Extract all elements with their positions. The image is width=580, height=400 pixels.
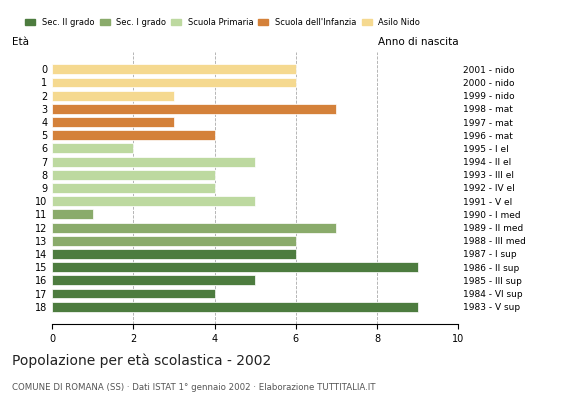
Bar [52,249,296,259]
Bar [52,210,93,219]
Text: Popolazione per età scolastica - 2002: Popolazione per età scolastica - 2002 [12,354,271,368]
Bar [52,262,418,272]
Bar [52,157,255,166]
Bar [52,236,296,246]
Bar [52,144,133,153]
Bar [52,275,255,285]
Bar [52,196,255,206]
Bar [52,117,174,127]
Bar [52,130,215,140]
Text: Età: Età [12,36,28,46]
Bar [52,223,336,232]
Legend: Sec. II grado, Sec. I grado, Scuola Primaria, Scuola dell'Infanzia, Asilo Nido: Sec. II grado, Sec. I grado, Scuola Prim… [26,18,420,27]
Bar [52,64,296,74]
Bar [52,91,174,101]
Bar [52,78,296,88]
Bar [52,183,215,193]
Bar [52,288,215,298]
Text: COMUNE DI ROMANA (SS) · Dati ISTAT 1° gennaio 2002 · Elaborazione TUTTITALIA.IT: COMUNE DI ROMANA (SS) · Dati ISTAT 1° ge… [12,383,375,392]
Text: Anno di nascita: Anno di nascita [378,36,458,46]
Bar [52,170,215,180]
Bar [52,104,336,114]
Bar [52,302,418,312]
